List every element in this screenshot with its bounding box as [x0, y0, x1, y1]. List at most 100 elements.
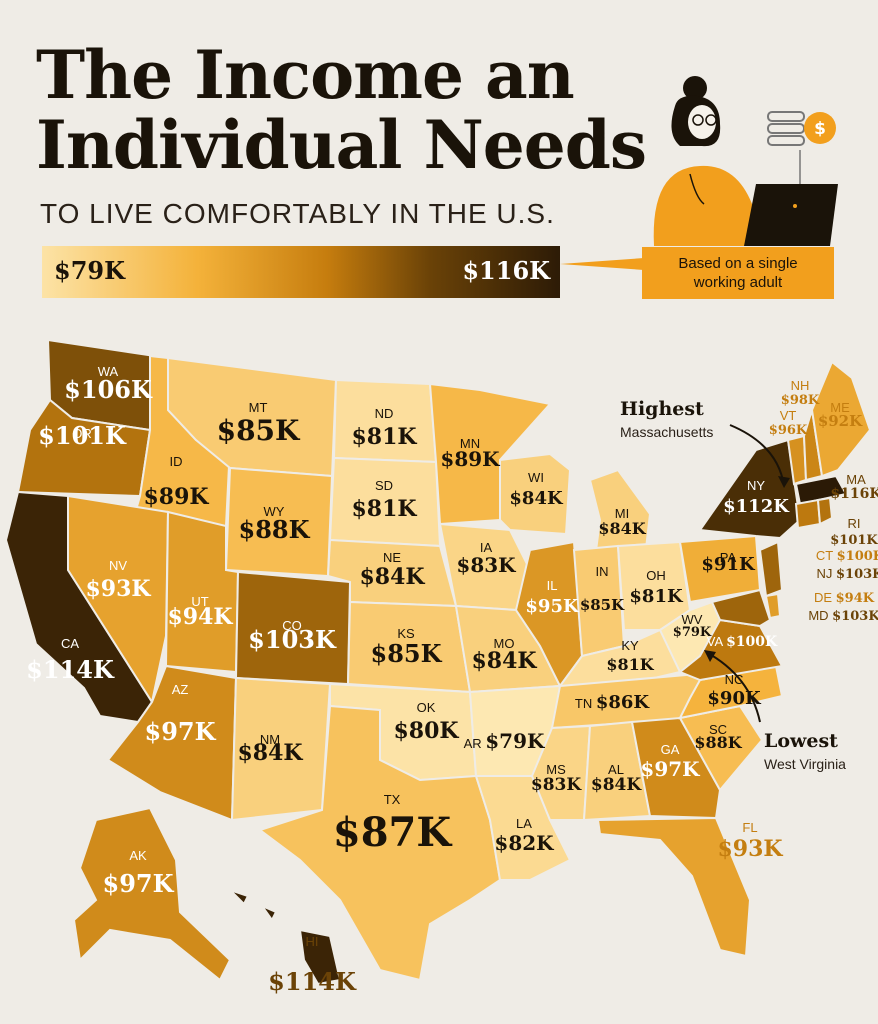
woman-at-laptop-illustration: $ — [653, 76, 838, 246]
state-value-az: $97K — [145, 717, 217, 746]
state-abbr-nd: ND — [375, 406, 394, 421]
state-label-md: MD $103K — [808, 608, 878, 624]
state-value-mi: $84K — [598, 519, 646, 538]
state-label-ct: CT $100K — [816, 548, 878, 564]
legend-max-label: $116K — [462, 256, 550, 285]
state-value-or: $101K — [38, 421, 127, 450]
state-wi — [499, 452, 572, 536]
lowest-state: West Virginia — [764, 756, 846, 772]
state-nj — [758, 540, 784, 598]
state-value-ms: $83K — [531, 775, 582, 795]
state-abbr-or: OR — [72, 426, 92, 441]
state-ma — [794, 474, 848, 506]
state-value-ok: $80K — [393, 718, 459, 744]
lowest-arrow — [705, 651, 761, 723]
state-ct — [794, 498, 822, 530]
state-value-ca: $114K — [26, 655, 115, 684]
woman-icon — [653, 76, 752, 246]
page-title: The Income an Individual Needs — [36, 40, 647, 180]
state-abbr-ga: GA — [661, 742, 680, 757]
laptop-icon — [744, 184, 838, 246]
state-abbr-mo: MO — [494, 636, 515, 651]
state-abbr-la: LA — [516, 816, 532, 831]
state-abbr-ks: KS — [397, 626, 415, 641]
callout-line-2: working adult — [693, 274, 783, 291]
state-value-wa: $106K — [64, 375, 153, 404]
state-abbr-nc: NC — [725, 672, 744, 687]
highest-arrowhead — [778, 476, 790, 488]
state-value-id: $89K — [143, 484, 209, 510]
state-abbr-id: ID — [170, 454, 183, 469]
state-abbr-ny: NY — [747, 478, 765, 493]
state-tx — [257, 704, 502, 982]
state-abbr-nh: NH — [791, 378, 810, 393]
state-value-sc: $88K — [694, 733, 742, 752]
state-abbr-vt: VT — [780, 408, 797, 423]
state-abbr-mt: MT — [249, 400, 268, 415]
state-value-vt: $96K — [769, 423, 808, 438]
state-value-nh: $98K — [781, 393, 820, 408]
highest-heading: Highest — [620, 398, 704, 420]
state-abbr-wa: WA — [98, 364, 119, 379]
state-value-fl: $93K — [717, 836, 783, 862]
state-value-nm: $84K — [237, 740, 303, 766]
state-abbr-tx: TX — [384, 792, 401, 807]
state-md — [710, 588, 772, 628]
state-label-tn: TN $86K — [575, 692, 651, 713]
state-value-pa: $91K — [701, 554, 756, 575]
state-label-ar: AR $79K — [464, 729, 545, 753]
state-ga — [630, 716, 722, 820]
state-value-nd: $81K — [351, 424, 417, 450]
state-abbr-pa: PA — [720, 550, 737, 565]
callout-pointer — [560, 258, 644, 270]
title-line-1: The Income an — [36, 36, 575, 114]
state-label-de: DE $94K — [814, 590, 875, 606]
state-abbr-az: AZ — [172, 682, 189, 697]
state-abbr-wy: WY — [264, 504, 285, 519]
state-value-wv: $79K — [673, 625, 712, 640]
state-abbr-wv: WV — [682, 612, 703, 627]
state-value-mo: $84K — [471, 648, 537, 674]
state-abbr-ri: RI — [848, 516, 861, 531]
title-line-2: Individual Needs — [36, 106, 647, 184]
state-value-wi: $84K — [509, 488, 564, 509]
state-value-me: $92K — [818, 412, 863, 430]
state-value-mn: $89K — [440, 447, 500, 471]
state-value-ri: $101K — [830, 533, 878, 548]
state-abbr-sc: SC — [709, 722, 727, 737]
coin-stack-icon: $ — [767, 111, 836, 188]
us-income-map: WA$106KOR$101KCA$114KID$89KNV$93KMT$85KW… — [4, 338, 878, 996]
state-abbr-mn: MN — [460, 436, 480, 451]
color-scale-legend: $79K $116K — [42, 246, 560, 298]
state-value-oh: $81K — [629, 586, 684, 607]
state-value-wy: $88K — [239, 515, 311, 544]
state-value-ky: $81K — [606, 655, 654, 674]
state-value-ak: $97K — [103, 869, 175, 898]
state-abbr-co: CO — [282, 618, 302, 633]
state-abbr-oh: OH — [646, 568, 666, 583]
state-value-ny: $112K — [723, 496, 790, 517]
state-abbr-ma: MA — [846, 472, 866, 487]
state-value-nc: $90K — [707, 688, 762, 709]
state-abbr-ca: CA — [61, 636, 79, 651]
state-value-hi: $114K — [268, 967, 357, 996]
state-value-mt: $85K — [217, 414, 301, 447]
legend-min-label: $79K — [54, 256, 125, 285]
state-de — [764, 592, 782, 620]
state-abbr-nm: NM — [260, 732, 280, 747]
state-label-nj: NJ $103K — [817, 566, 878, 582]
subtitle: TO LIVE COMFORTABLY IN THE U.S. — [40, 198, 555, 229]
state-abbr-nv: NV — [109, 558, 127, 573]
state-abbr-ak: AK — [129, 848, 147, 863]
state-abbr-ut: UT — [191, 594, 208, 609]
state-ak — [72, 806, 232, 982]
state-nv — [67, 494, 170, 705]
state-value-il: $95K — [525, 596, 580, 617]
state-abbr-sd: SD — [375, 478, 393, 493]
state-abbr-in: IN — [596, 564, 609, 579]
state-value-tx: $87K — [333, 809, 452, 856]
state-abbr-ia: IA — [480, 540, 493, 555]
state-ms — [530, 724, 592, 821]
state-label-va: VA $100K — [707, 634, 778, 650]
state-abbr-ne: NE — [383, 550, 401, 565]
